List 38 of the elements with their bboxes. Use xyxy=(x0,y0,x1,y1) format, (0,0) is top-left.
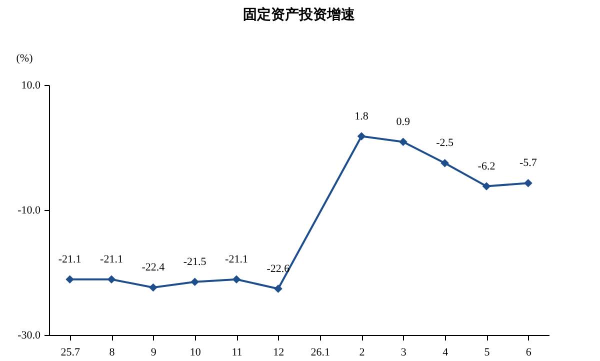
data-label: 1.8 xyxy=(354,110,369,122)
x-tick-label: 10 xyxy=(190,346,202,358)
point xyxy=(440,158,450,168)
data-label: -6.2 xyxy=(478,160,496,172)
x-tick-label: 12 xyxy=(273,346,284,358)
y-tick-label: -10.0 xyxy=(18,204,41,216)
data-label: -21.1 xyxy=(58,253,82,266)
point xyxy=(66,275,74,284)
data-label: -21.1 xyxy=(100,253,123,266)
point xyxy=(524,178,532,188)
chart-title: 固定资产投资增速 xyxy=(243,6,356,23)
x-tick-label: 9 xyxy=(150,346,157,358)
data-label: -22.4 xyxy=(142,262,166,274)
x-tick-label: 26.1 xyxy=(310,346,330,358)
data-label: -2.5 xyxy=(436,137,454,150)
y-axis-title: (%) xyxy=(16,52,34,64)
x-tick-label: 11 xyxy=(232,346,242,358)
point xyxy=(232,275,241,284)
point xyxy=(148,283,158,292)
x-tick-label: 4 xyxy=(442,346,449,358)
x-tick-label: 2 xyxy=(359,346,365,358)
point xyxy=(482,182,491,190)
point xyxy=(107,275,116,284)
data-label: 0.9 xyxy=(396,116,411,128)
data-label: -5.7 xyxy=(519,157,538,170)
x-tick-label: 25.7 xyxy=(60,346,80,358)
y-tick-label: 10.0 xyxy=(21,80,41,92)
x-tick-label: 8 xyxy=(109,346,116,358)
data-label: -21.1 xyxy=(225,253,248,266)
point xyxy=(190,278,200,286)
y-tick-label: -30.0 xyxy=(18,330,41,342)
x-tick-label: 3 xyxy=(400,346,407,358)
point xyxy=(274,284,282,293)
x-tick-label: 5 xyxy=(484,346,490,358)
data-label: -21.5 xyxy=(183,256,207,268)
point xyxy=(357,132,366,140)
x-tick-label: 6 xyxy=(526,346,532,358)
point xyxy=(398,138,408,146)
